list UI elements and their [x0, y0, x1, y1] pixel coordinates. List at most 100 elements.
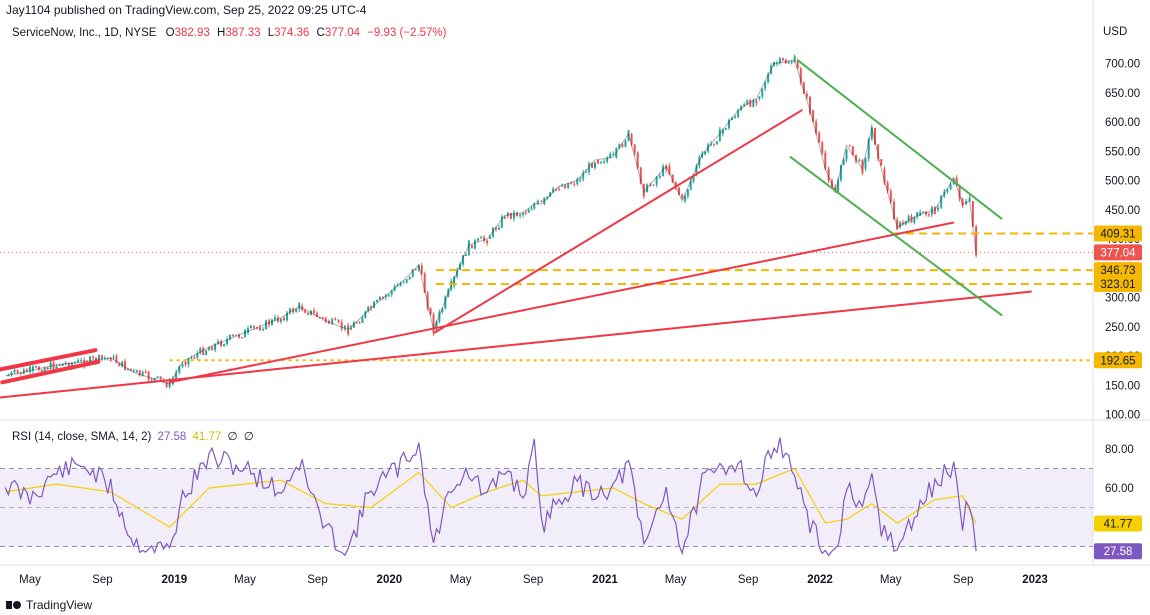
price-candle-body: [444, 296, 447, 309]
price-candle-body: [698, 157, 701, 166]
price-candle-body: [150, 379, 153, 381]
price-candle-body: [752, 100, 755, 107]
symbol-title[interactable]: ServiceNow, Inc., 1D, NYSE: [12, 27, 157, 39]
price-candle-body: [576, 179, 579, 185]
price-candle-body: [106, 357, 109, 359]
price-candle-body: [486, 240, 489, 244]
price-candle-body: [103, 358, 106, 360]
price-candle-body: [109, 357, 112, 362]
price-candle-body: [124, 361, 127, 370]
price-candle-body: [367, 306, 370, 312]
price-candle-body: [712, 143, 715, 145]
price-candle-body: [943, 191, 946, 196]
price-candle-body: [73, 362, 76, 364]
price-candle-body: [873, 127, 876, 145]
price-candle-body: [558, 189, 561, 191]
price-candle-body: [858, 160, 861, 162]
time-axis-tick: 2020: [377, 574, 403, 586]
price-candle-body: [67, 363, 70, 368]
price-candle-body: [930, 207, 933, 215]
price-candle-body: [603, 161, 606, 163]
price-candle-body: [615, 147, 618, 158]
price-candle-body: [16, 370, 19, 373]
price-candle-body: [958, 185, 961, 199]
price-candle-body: [423, 273, 426, 293]
price-candle-body: [301, 306, 304, 311]
price-candle-body: [217, 341, 220, 344]
level-price-label-bg: [1094, 276, 1142, 293]
price-candle-body: [536, 200, 539, 204]
price-candle-body: [524, 212, 527, 214]
price-candle-body: [658, 175, 661, 178]
price-candle-body: [132, 369, 135, 371]
price-candle-body: [178, 366, 181, 373]
price-candle-body: [190, 357, 193, 359]
last-price-label-bg: [1094, 244, 1142, 261]
trendline: [168, 221, 955, 384]
price-candle-body: [22, 369, 25, 375]
rsi-axis-tick: 60.00: [1105, 483, 1134, 495]
price-candle-body: [426, 292, 429, 309]
price-candle-body: [540, 200, 543, 202]
rsi-sma-label: 41.77: [1104, 519, 1133, 531]
price-candle-body: [390, 290, 393, 295]
price-candle-body: [949, 184, 952, 190]
price-candle-body: [567, 183, 570, 189]
price-candle-body: [845, 149, 848, 160]
price-candle-body: [600, 161, 603, 164]
price-candle-body: [156, 376, 159, 378]
time-axis-tick: Sep: [523, 574, 543, 586]
chart-canvas[interactable]: USD100.00150.00200.00250.00300.00350.004…: [0, 0, 1150, 596]
price-candle-body: [138, 370, 141, 376]
price-candle-body: [870, 127, 873, 140]
price-candle-body: [808, 96, 811, 114]
brand-label: TradingView: [26, 598, 93, 612]
price-candle-body: [420, 265, 423, 274]
price-candle-body: [821, 142, 824, 153]
price-candle-body: [707, 144, 710, 152]
rsi-title[interactable]: RSI (14, close, SMA, 14, 2): [12, 431, 152, 443]
price-candle-body: [135, 370, 138, 373]
price-candle-body: [889, 190, 892, 202]
price-candle-body: [848, 145, 851, 147]
price-candle-body: [867, 139, 870, 159]
price-candle-body: [411, 269, 414, 277]
price-candle-body: [370, 306, 373, 309]
price-candle-body: [799, 68, 802, 83]
time-axis-tick: May: [880, 574, 902, 586]
price-candle-body: [749, 100, 752, 107]
price-candle-body: [796, 60, 799, 69]
price-candle-body: [591, 163, 594, 168]
price-candle-body: [830, 180, 833, 188]
price-candle-body: [459, 264, 462, 270]
price-candle-body: [46, 367, 49, 370]
price-candle-body: [530, 208, 533, 210]
rsi-empty-2: ∅: [243, 431, 254, 443]
price-candle-body: [100, 355, 103, 359]
price-candle-body: [922, 211, 925, 213]
price-candle-body: [839, 164, 842, 181]
price-candle-body: [837, 180, 840, 193]
price-candle-body: [649, 184, 652, 186]
price-candle-body: [258, 327, 261, 330]
price-candle-body: [214, 343, 217, 351]
price-candle-body: [208, 347, 211, 351]
price-candle-body: [438, 312, 441, 322]
price-candle-body: [273, 317, 276, 320]
price-candle-body: [609, 153, 612, 158]
price-candle-body: [543, 197, 546, 204]
rsi-sma-line: [5, 467, 977, 528]
price-candle-body: [279, 318, 282, 322]
price-candle-body: [767, 73, 770, 83]
price-candle-body: [121, 361, 124, 367]
channel-line: [797, 59, 1003, 220]
price-candle-body: [861, 160, 864, 174]
price-candle-body: [175, 372, 178, 379]
price-candle-body: [802, 82, 805, 94]
price-candle-body: [674, 182, 677, 188]
price-candle-body: [877, 144, 880, 160]
price-candle-body: [483, 237, 486, 241]
close-value: 377.04: [324, 27, 360, 39]
price-candle-body: [933, 207, 936, 215]
price-candle-body: [624, 140, 627, 147]
